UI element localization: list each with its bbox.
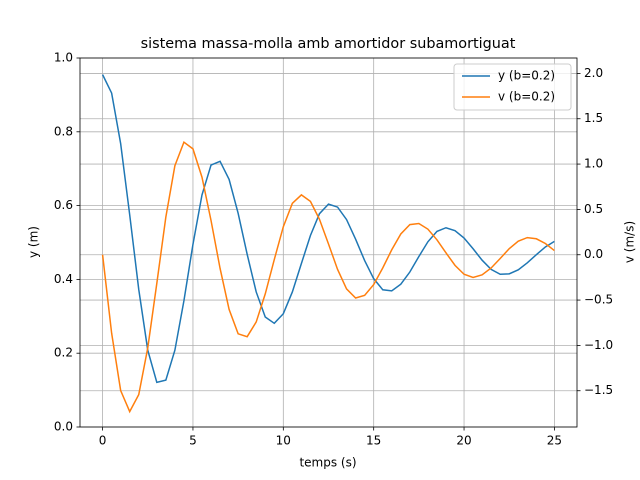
y-tick-label: 1.0 (54, 51, 73, 65)
y2-tick-label: −1.5 (584, 383, 613, 397)
y2-tick-label: −1.0 (584, 338, 613, 352)
x-tick-label: 20 (456, 434, 471, 448)
x-tick-label: 0 (99, 434, 107, 448)
x-tick-label: 5 (189, 434, 197, 448)
y2-tick-label: 1.0 (584, 157, 603, 171)
y-axis-label: y (m) (27, 226, 41, 258)
legend-label: y (b=0.2) (498, 69, 555, 83)
x-tick-label: 15 (366, 434, 381, 448)
x-axis-label: temps (s) (299, 456, 356, 470)
y-tick-label: 0.2 (54, 346, 73, 360)
y2-axis-label: v (m/s) (623, 221, 637, 263)
y2-tick-label: 0.0 (584, 247, 603, 261)
chart-title: sistema massa-molla amb amortidor subamo… (141, 36, 516, 52)
y-tick-label: 0.6 (54, 198, 73, 212)
legend-label: v (b=0.2) (498, 90, 555, 104)
series-line (101, 140, 555, 414)
y-tick-label: 0.0 (54, 420, 73, 434)
y-tick-label: 0.8 (54, 124, 73, 138)
y2-tick-label: 2.0 (584, 66, 603, 80)
x-tick-label: 25 (547, 434, 562, 448)
y2-tick-label: −0.5 (584, 293, 613, 307)
plot-frame (79, 57, 578, 428)
y2-tick-label: 1.5 (584, 111, 603, 125)
x-tick-label: 10 (276, 434, 291, 448)
series-line (101, 74, 555, 384)
y-tick-label: 0.4 (54, 272, 73, 286)
y2-tick-label: 0.5 (584, 202, 603, 216)
